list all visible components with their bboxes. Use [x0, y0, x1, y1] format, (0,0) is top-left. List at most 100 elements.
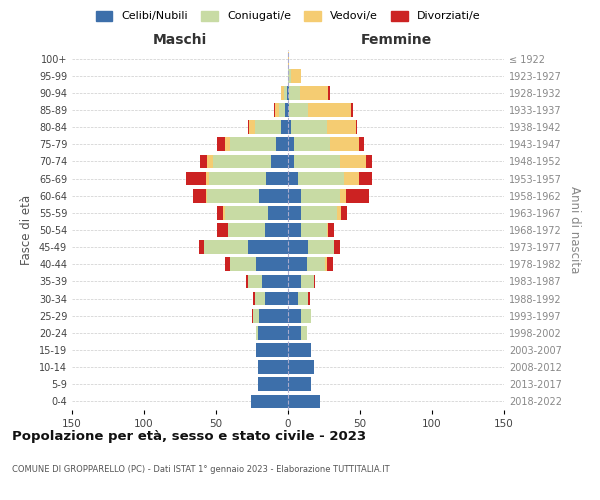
Text: Femmine: Femmine: [361, 32, 431, 46]
Bar: [265, 292, 288, 306]
Bar: [301, 206, 337, 220]
Bar: [327, 223, 328, 237]
Bar: [277, 138, 288, 151]
Bar: [256, 326, 258, 340]
Bar: [337, 206, 341, 220]
Bar: [206, 189, 208, 202]
Bar: [271, 154, 288, 168]
Bar: [284, 86, 287, 100]
Bar: [299, 86, 328, 100]
Bar: [205, 240, 248, 254]
Bar: [288, 138, 294, 151]
Bar: [288, 292, 298, 306]
Bar: [255, 120, 281, 134]
Bar: [266, 172, 288, 185]
Bar: [227, 223, 265, 237]
Bar: [274, 103, 275, 117]
Bar: [258, 360, 288, 374]
Bar: [217, 223, 227, 237]
Bar: [248, 120, 249, 134]
Bar: [288, 309, 301, 322]
Bar: [288, 52, 289, 66]
Bar: [288, 154, 294, 168]
Bar: [224, 258, 230, 271]
Bar: [224, 138, 230, 151]
Bar: [275, 103, 280, 117]
Bar: [307, 258, 325, 271]
Bar: [258, 378, 288, 391]
Bar: [288, 223, 301, 237]
Bar: [291, 69, 301, 82]
Text: COMUNE DI GROPPARELLO (PC) - Dati ISTAT 1° gennaio 2023 - Elaborazione TUTTITALI: COMUNE DI GROPPARELLO (PC) - Dati ISTAT …: [12, 465, 389, 474]
Bar: [287, 86, 288, 100]
Bar: [288, 326, 301, 340]
Bar: [259, 309, 288, 322]
Bar: [206, 172, 209, 185]
Bar: [288, 189, 301, 202]
Bar: [199, 240, 205, 254]
Text: Maschi: Maschi: [153, 32, 207, 46]
Bar: [325, 258, 327, 271]
Bar: [327, 258, 332, 271]
Bar: [298, 172, 344, 185]
Bar: [217, 206, 223, 220]
Bar: [341, 206, 347, 220]
Bar: [285, 103, 288, 117]
Bar: [223, 206, 224, 220]
Bar: [308, 240, 334, 254]
Bar: [262, 274, 288, 288]
Bar: [288, 258, 307, 271]
Bar: [298, 292, 308, 306]
Bar: [256, 343, 288, 357]
Bar: [334, 240, 340, 254]
Bar: [301, 189, 340, 202]
Bar: [209, 172, 266, 185]
Bar: [288, 206, 301, 220]
Bar: [340, 154, 366, 168]
Bar: [217, 138, 224, 151]
Bar: [259, 189, 288, 202]
Bar: [208, 189, 259, 202]
Bar: [289, 103, 308, 117]
Bar: [200, 154, 208, 168]
Bar: [330, 138, 359, 151]
Bar: [327, 120, 356, 134]
Bar: [251, 394, 288, 408]
Bar: [301, 223, 327, 237]
Bar: [314, 274, 316, 288]
Bar: [356, 120, 357, 134]
Bar: [249, 120, 255, 134]
Bar: [230, 138, 277, 151]
Bar: [289, 86, 299, 100]
Bar: [256, 258, 288, 271]
Bar: [294, 154, 340, 168]
Bar: [213, 154, 271, 168]
Bar: [230, 258, 256, 271]
Bar: [291, 120, 327, 134]
Bar: [253, 292, 255, 306]
Bar: [308, 103, 352, 117]
Bar: [288, 360, 314, 374]
Bar: [248, 274, 262, 288]
Bar: [288, 240, 308, 254]
Bar: [248, 240, 288, 254]
Bar: [288, 394, 320, 408]
Y-axis label: Fasce di età: Fasce di età: [20, 195, 33, 265]
Bar: [344, 172, 359, 185]
Bar: [308, 292, 310, 306]
Bar: [340, 189, 346, 202]
Bar: [301, 309, 311, 322]
Bar: [346, 189, 368, 202]
Bar: [294, 138, 330, 151]
Bar: [253, 309, 259, 322]
Bar: [301, 326, 307, 340]
Bar: [288, 274, 301, 288]
Bar: [301, 274, 314, 288]
Bar: [359, 172, 371, 185]
Bar: [246, 274, 248, 288]
Bar: [288, 120, 291, 134]
Bar: [258, 326, 288, 340]
Bar: [288, 86, 289, 100]
Bar: [328, 86, 330, 100]
Bar: [224, 206, 268, 220]
